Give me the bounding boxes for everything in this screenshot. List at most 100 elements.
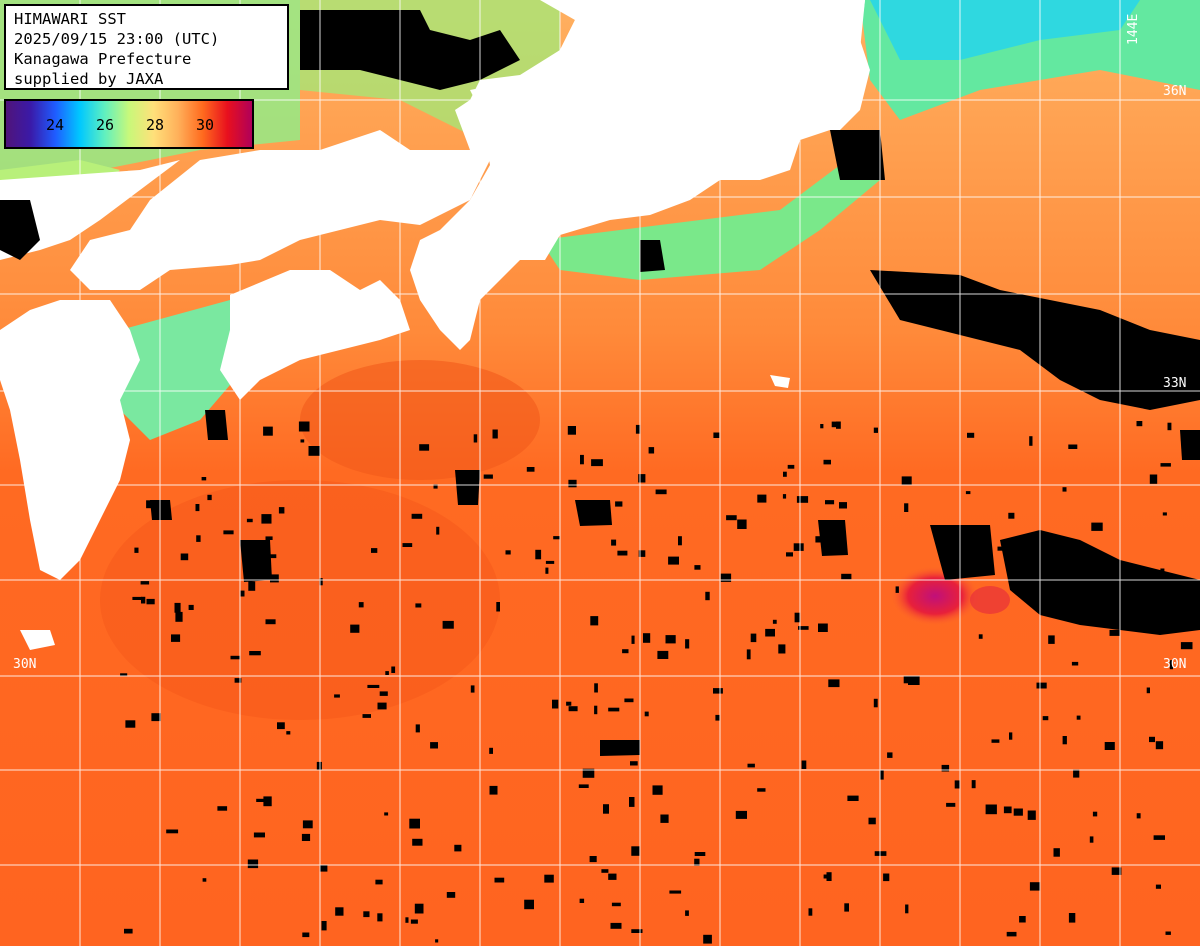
cloud-speck	[566, 701, 572, 706]
timestamp: 2025/09/15 23:00 (UTC)	[14, 30, 220, 48]
cloud-speck	[828, 679, 840, 688]
cloud-speck	[954, 780, 960, 789]
cloud-speck	[582, 768, 595, 778]
cloud-speck	[379, 691, 388, 696]
cloud-speck	[267, 554, 277, 559]
cloud-speck	[578, 784, 589, 788]
cloud-speck	[414, 903, 424, 914]
cloud-speck	[120, 673, 128, 677]
cloud-speck	[887, 752, 893, 758]
cloud-speck	[631, 846, 640, 856]
cloud-speck	[494, 877, 505, 883]
cloud-speck	[146, 500, 156, 509]
cloud-speck	[489, 747, 493, 754]
grid-label-lat: 30N	[1163, 657, 1186, 672]
cloud-speck	[669, 890, 682, 894]
cloud-speck	[505, 550, 511, 555]
cloud-speck	[608, 873, 617, 880]
cloud-speck	[1071, 661, 1079, 666]
cloud-speck	[726, 515, 737, 521]
cloud-speck	[319, 865, 328, 872]
cloud-speck	[895, 586, 899, 593]
cloud-speck	[483, 474, 493, 479]
cloud-speck	[965, 491, 971, 495]
cloud-speck	[415, 724, 420, 733]
cloud-speck	[409, 818, 420, 829]
cloud-speck	[787, 464, 795, 469]
cloud-speck	[715, 714, 720, 721]
land	[0, 0, 1200, 650]
cloud-speck	[967, 432, 975, 438]
cloud-speck	[971, 780, 976, 789]
cloud-speck	[1073, 769, 1080, 778]
cloud-speck	[1155, 741, 1164, 750]
cloud-speck	[223, 530, 234, 535]
cloud-speck	[978, 634, 983, 639]
cloud-speck	[196, 535, 201, 542]
cloud-speck	[786, 552, 793, 557]
cloud-speck	[622, 649, 629, 654]
cloud-speck	[946, 802, 956, 807]
cloud-speck	[535, 549, 542, 560]
cloud-speck	[631, 635, 635, 644]
cloud-speck	[750, 633, 757, 643]
cloud-speck	[678, 536, 682, 546]
cloud-speck	[1013, 808, 1023, 816]
cloud-speck	[410, 919, 418, 924]
cloud-speck	[419, 444, 430, 451]
cloud-speck	[589, 856, 597, 863]
cloud-speck	[847, 795, 859, 801]
cloud-speck	[815, 536, 828, 543]
cloud-speck	[638, 550, 646, 557]
product-title: HIMAWARI SST	[14, 10, 126, 28]
cloud-speck	[492, 429, 498, 439]
cloud-speck	[611, 539, 617, 546]
cloud-speck	[247, 859, 259, 869]
cloud-speck	[1162, 512, 1167, 516]
cloud-speck	[603, 804, 609, 814]
cloud-speck	[1029, 436, 1033, 446]
cloud-speck	[201, 477, 207, 481]
hotspot	[890, 566, 980, 626]
cloud-speck	[385, 671, 389, 675]
cloud-speck	[1003, 806, 1012, 814]
cloud-speck	[826, 872, 832, 881]
cloud-speck	[630, 761, 638, 766]
cloud-speck	[298, 421, 310, 432]
cloud-speck	[818, 623, 828, 632]
cloud-speck	[1146, 687, 1150, 694]
cloud-speck	[1091, 522, 1103, 531]
cloud-speck	[594, 705, 598, 715]
cloud-speck	[473, 434, 478, 443]
cloud-speck	[631, 929, 643, 933]
cloud-speck	[1008, 512, 1015, 519]
data-credit: supplied by JAXA	[14, 70, 164, 88]
cloud-speck	[433, 484, 438, 489]
cloud-speck	[435, 939, 439, 943]
cloud-speck	[1009, 732, 1013, 740]
cloud-speck	[253, 832, 265, 838]
cloud-speck	[1109, 629, 1120, 636]
cloud-speck	[601, 869, 609, 873]
title-info-box: HIMAWARI SST 2025/09/15 23:00 (UTC) Kana…	[4, 4, 289, 90]
cloud-speck	[124, 928, 133, 934]
cloud-speck	[1006, 931, 1017, 937]
warm-patch	[300, 360, 540, 480]
cloud-speck	[316, 761, 322, 771]
cloud-speck	[1155, 884, 1161, 889]
cloud-speck	[412, 838, 423, 846]
cloud-speck	[868, 817, 876, 825]
cloud-speck	[590, 616, 599, 626]
cloud-speck	[489, 785, 498, 795]
cloud-speck	[655, 489, 667, 495]
cloud-speck	[997, 546, 1009, 551]
cloud-speck	[265, 536, 273, 540]
cloud-speck	[798, 626, 809, 630]
cloud-speck	[362, 714, 371, 718]
cloud-speck	[300, 439, 305, 443]
cloud-speck	[1142, 589, 1149, 596]
cloud-speck	[615, 501, 623, 507]
cloud-speck	[643, 633, 651, 643]
legend-tick: 24	[46, 116, 65, 134]
cloud-speck	[735, 810, 747, 819]
